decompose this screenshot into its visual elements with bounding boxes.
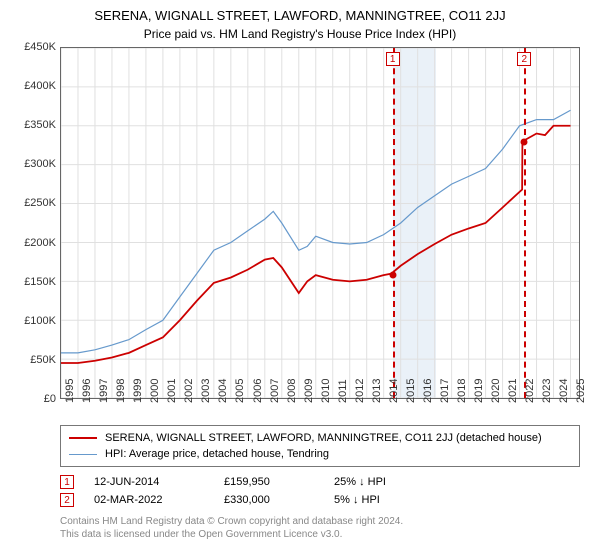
sale-marker: 2 <box>517 52 531 66</box>
legend-swatch <box>69 437 97 439</box>
chart-title: SERENA, WIGNALL STREET, LAWFORD, MANNING… <box>12 8 588 23</box>
x-tick-label: 2008 <box>286 379 304 403</box>
chart-area: £0 £50K £100K £150K £200K £250K £300K £350K £400… <box>12 47 588 421</box>
x-tick-label: 2019 <box>473 379 491 403</box>
chart-svg <box>61 48 579 398</box>
x-tick-label: 2002 <box>183 379 201 403</box>
x-tick-label: 1996 <box>81 379 99 403</box>
x-tick-label: 2001 <box>166 379 184 403</box>
x-tick-label: 2005 <box>234 379 252 403</box>
footer-line-1: Contains HM Land Registry data © Crown c… <box>60 515 588 528</box>
sale-row: 2 02-MAR-2022 £330,000 5% ↓ HPI <box>60 491 580 509</box>
y-tick-label: £300K <box>12 158 56 170</box>
x-tick-label: 1995 <box>64 379 82 403</box>
x-tick-label: 2023 <box>541 379 559 403</box>
chart-container: SERENA, WIGNALL STREET, LAWFORD, MANNING… <box>0 0 600 549</box>
footer: Contains HM Land Registry data © Crown c… <box>60 515 588 541</box>
sale-marker: 1 <box>386 52 400 66</box>
x-tick-label: 2009 <box>303 379 321 403</box>
sale-delta: 5% ↓ HPI <box>334 494 380 506</box>
footer-line-2: This data is licensed under the Open Gov… <box>60 528 588 541</box>
sale-row-marker: 2 <box>60 493 74 507</box>
x-tick-label: 2018 <box>456 379 474 403</box>
sale-date: 12-JUN-2014 <box>94 476 204 488</box>
x-tick-label: 1999 <box>132 379 150 403</box>
x-tick-label: 1998 <box>115 379 133 403</box>
sale-table: 1 12-JUN-2014 £159,950 25% ↓ HPI 2 02-MAR-202… <box>60 473 580 509</box>
x-tick-label: 2012 <box>354 379 372 403</box>
sale-price: £159,950 <box>224 476 314 488</box>
x-tick-label: 2020 <box>490 379 508 403</box>
legend-item: SERENA, WIGNALL STREET, LAWFORD, MANNING… <box>69 430 571 446</box>
x-tick-label: 2011 <box>337 379 355 403</box>
sale-delta: 25% ↓ HPI <box>334 476 386 488</box>
sale-vline <box>393 48 395 398</box>
x-tick-label: 2017 <box>439 379 457 403</box>
legend-label: HPI: Average price, detached house, Tend… <box>105 446 329 462</box>
x-tick-label: 2024 <box>558 379 576 403</box>
sale-point <box>389 271 396 278</box>
x-tick-label: 2021 <box>507 379 525 403</box>
sale-row: 1 12-JUN-2014 £159,950 25% ↓ HPI <box>60 473 580 491</box>
y-tick-label: £450K <box>12 41 56 53</box>
y-tick-label: £400K <box>12 80 56 92</box>
x-tick-label: 2025 <box>575 379 593 403</box>
sale-price: £330,000 <box>224 494 314 506</box>
x-tick-label: 2004 <box>217 379 235 403</box>
x-tick-label: 2003 <box>200 379 218 403</box>
y-tick-label: £250K <box>12 197 56 209</box>
x-tick-label: 2007 <box>269 379 287 403</box>
legend-label: SERENA, WIGNALL STREET, LAWFORD, MANNING… <box>105 430 542 446</box>
x-tick-label: 2016 <box>422 379 440 403</box>
sale-row-marker: 1 <box>60 475 74 489</box>
sale-date: 02-MAR-2022 <box>94 494 204 506</box>
plot-area: 12 <box>60 47 580 399</box>
legend: SERENA, WIGNALL STREET, LAWFORD, MANNING… <box>60 425 580 467</box>
y-tick-label: £200K <box>12 237 56 249</box>
x-tick-label: 2013 <box>371 379 389 403</box>
x-tick-label: 2022 <box>524 379 542 403</box>
x-tick-label: 2006 <box>252 379 270 403</box>
y-tick-label: £350K <box>12 119 56 131</box>
x-tick-label: 2014 <box>388 379 406 403</box>
x-tick-label: 2015 <box>405 379 423 403</box>
legend-item: HPI: Average price, detached house, Tend… <box>69 446 571 462</box>
sale-vline <box>524 48 526 398</box>
y-tick-label: £150K <box>12 276 56 288</box>
y-tick-label: £0 <box>12 393 56 405</box>
y-tick-label: £100K <box>12 315 56 327</box>
sale-point <box>521 138 528 145</box>
chart-subtitle: Price paid vs. HM Land Registry's House … <box>12 27 588 41</box>
x-tick-label: 2000 <box>149 379 167 403</box>
x-tick-label: 1997 <box>98 379 116 403</box>
legend-swatch <box>69 454 97 455</box>
y-tick-label: £50K <box>12 354 56 366</box>
x-tick-label: 2010 <box>320 379 338 403</box>
